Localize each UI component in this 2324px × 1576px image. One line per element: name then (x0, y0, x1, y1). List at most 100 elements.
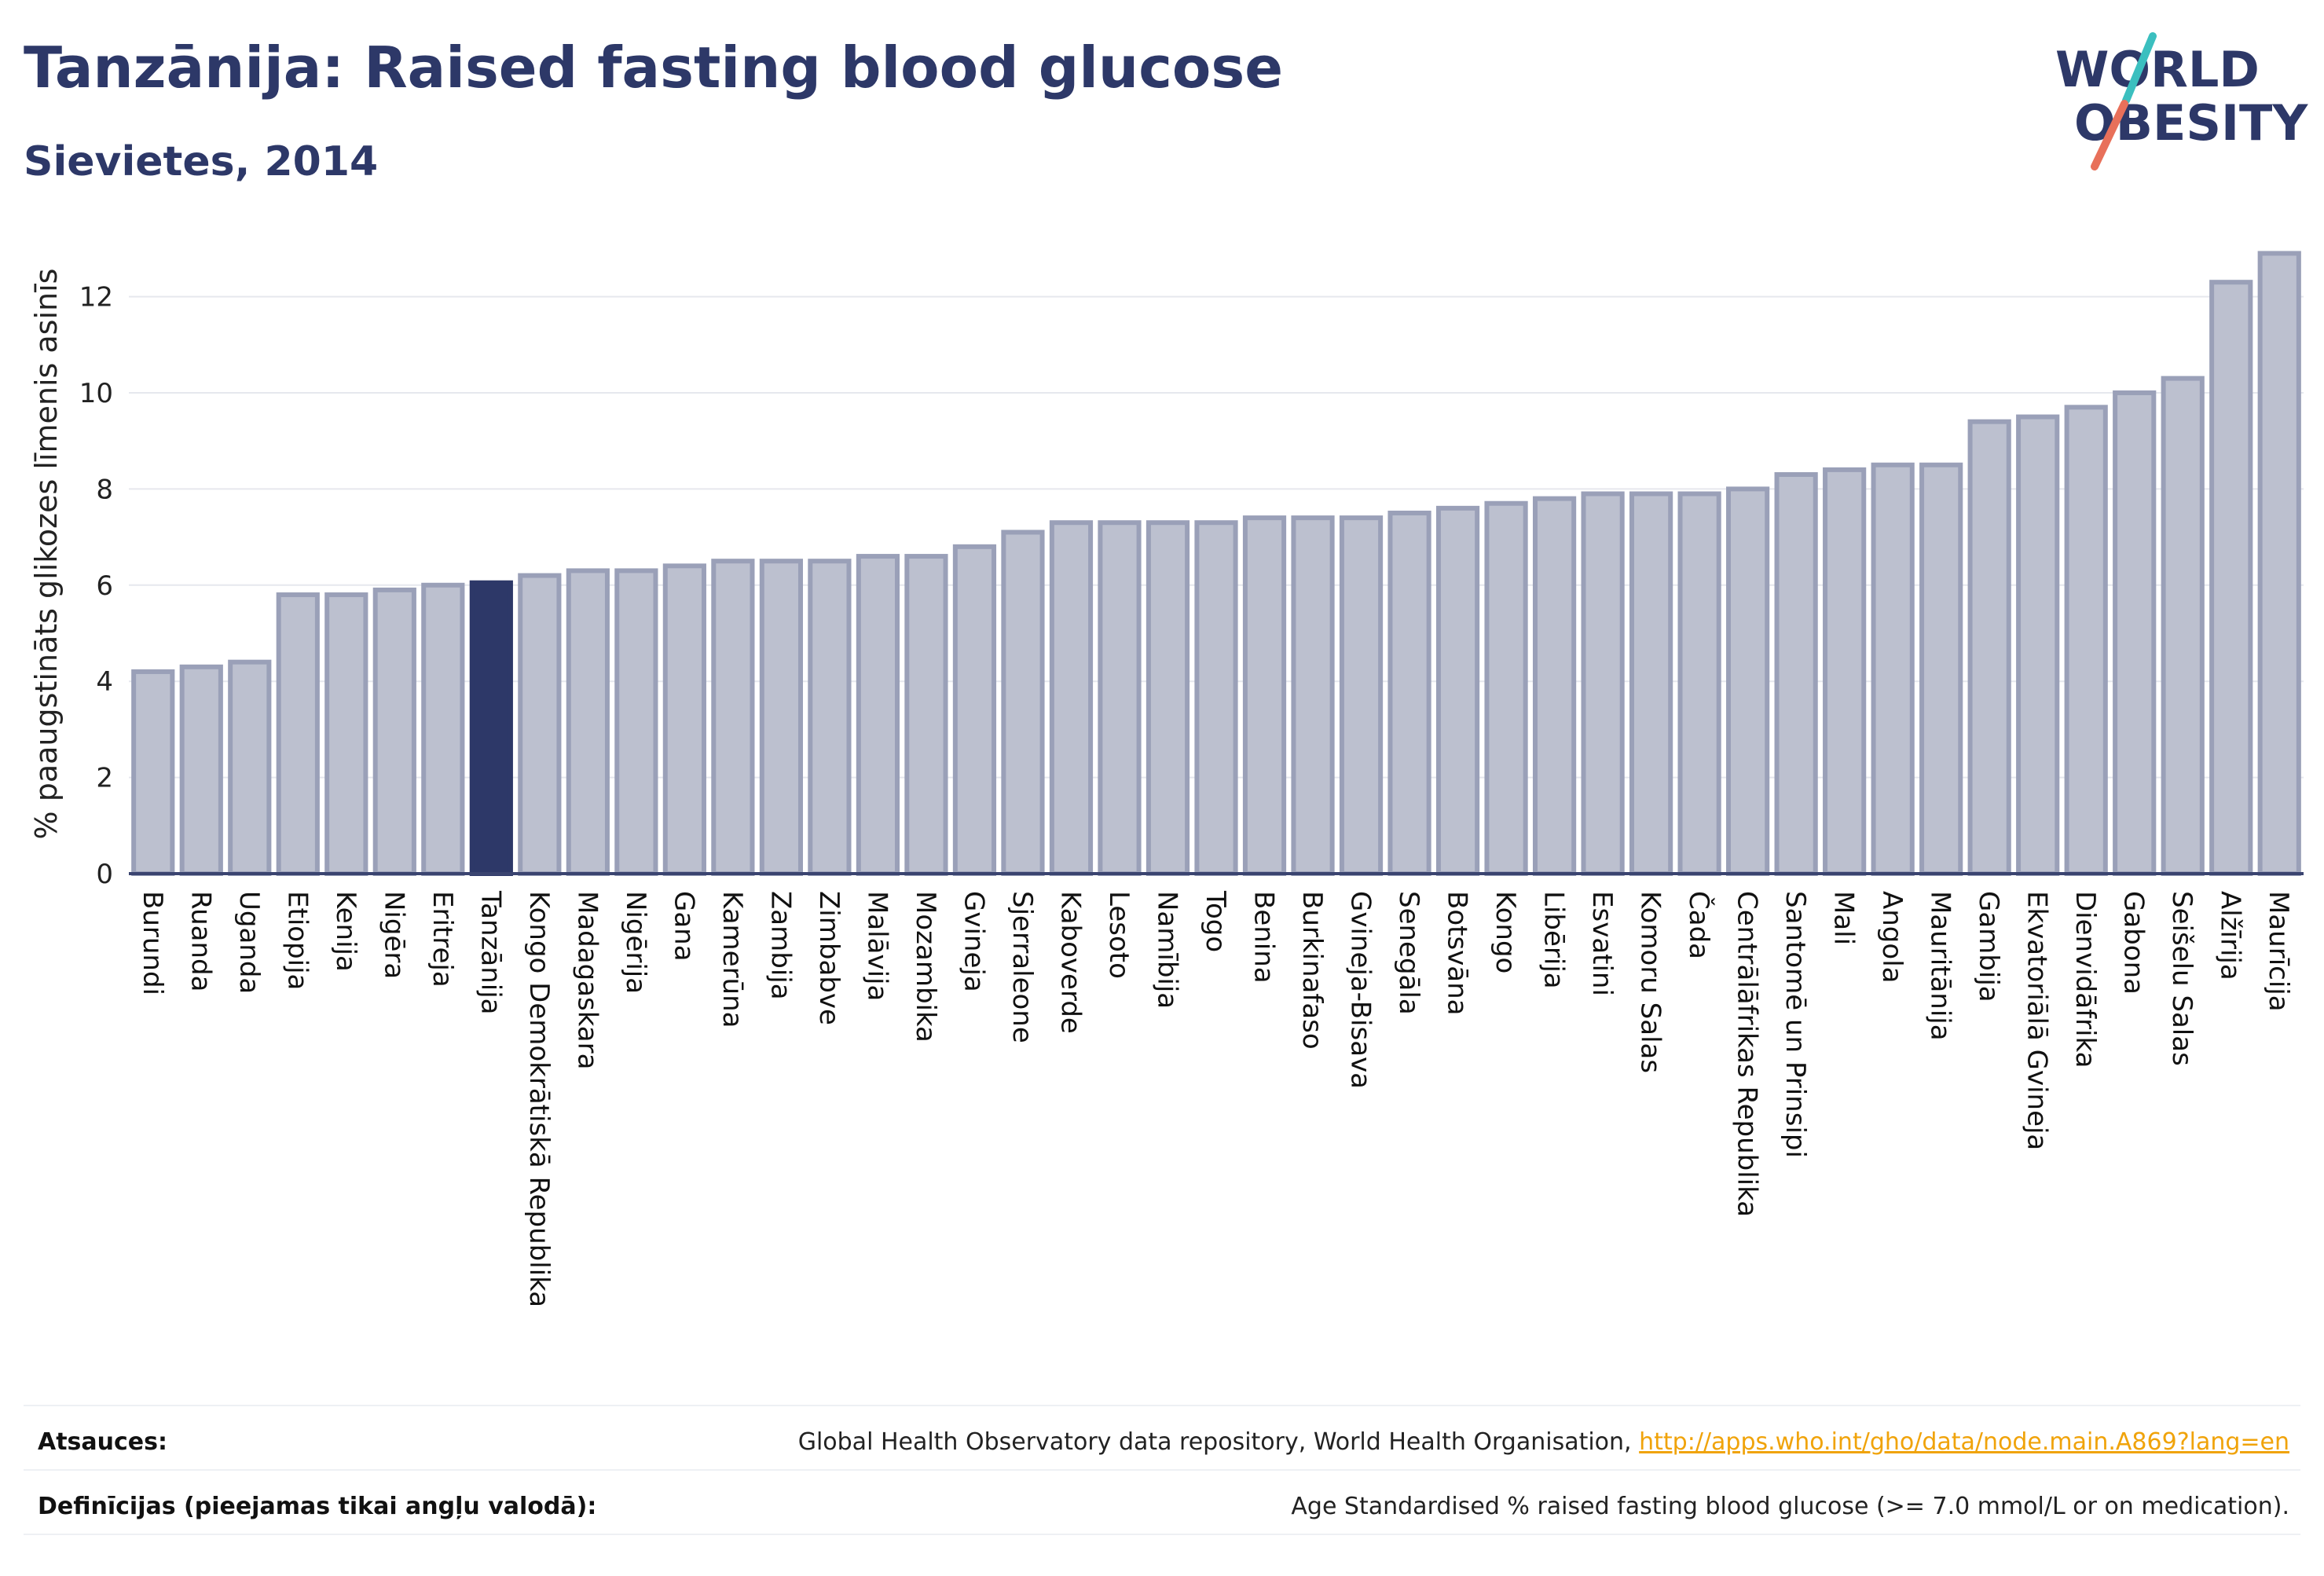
x-tick-label: Botsvāna (1442, 891, 1473, 1016)
x-tick-label: Kongo Demokrātiskā Republika (523, 891, 555, 1307)
x-tick-label: Burundi (137, 891, 168, 995)
y-tick-label: 0 (96, 859, 113, 890)
x-tick-label: Senegāla (1393, 891, 1424, 1015)
bar (1871, 462, 1915, 876)
x-tick-label: Sjerraleone (1006, 891, 1038, 1043)
x-tick-label: Gambija (1973, 891, 2004, 1002)
x-tick-label: Kaboverde (1054, 891, 1086, 1034)
bar (1001, 530, 1045, 876)
bar (1532, 496, 1577, 876)
bar (1146, 520, 1190, 876)
bar (1484, 500, 1528, 876)
sources-description: Global Health Observatory data repositor… (797, 1428, 1632, 1456)
bar (711, 559, 755, 877)
x-tick-label: Alžīrija (2215, 891, 2246, 980)
x-tick-label: Zambija (764, 891, 796, 1000)
sources-label: Atsauces: (38, 1428, 167, 1456)
x-tick-label: Eritreja (427, 891, 458, 988)
definitions-label: Definīcijas (pieejamas tikai angļu valod… (38, 1493, 597, 1520)
x-tick-label: Gana (668, 891, 699, 962)
x-tick-label: Madagaskara (571, 891, 603, 1069)
x-tick-label: Maurīcija (2263, 891, 2294, 1012)
x-tick-label: Etiopija (281, 891, 313, 990)
x-tick-label: Gvineja (958, 891, 989, 992)
footer-divider (24, 1469, 2300, 1471)
x-tick-label: Seišelu Salas (2166, 891, 2198, 1066)
bar (372, 587, 416, 877)
bar (1823, 467, 1867, 876)
bar (952, 544, 997, 876)
logo-slash-bottom (2091, 100, 2128, 170)
y-axis-label: % paaugstināts glikozes līmenis asinīs (29, 269, 64, 840)
x-tick-label: Uganda (233, 891, 265, 994)
bar (1919, 462, 1963, 876)
x-tick-label: Mauritānija (1925, 891, 1956, 1041)
x-tick-label: Kongo (1490, 891, 1521, 973)
y-tick-label: 2 (96, 763, 113, 794)
bar (2064, 405, 2108, 876)
sources-link[interactable]: http://apps.who.int/gho/data/node.main.A… (1639, 1428, 2289, 1456)
world-obesity-logo: WORLD OBESITY (2055, 32, 2308, 170)
bar (759, 559, 804, 877)
bar (2113, 390, 2157, 876)
x-tick-label: Santomē un Prinsipi (1780, 891, 1811, 1158)
sources-text: Global Health Observatory data repositor… (798, 1428, 2289, 1456)
x-tick-label: Kenija (330, 891, 361, 972)
logo-slash-top (2122, 32, 2157, 104)
x-tick-label: Čada (1683, 891, 1715, 959)
y-tick-label: 6 (96, 570, 113, 602)
bar (276, 592, 320, 877)
x-tick-label: Malāvija (861, 891, 893, 1001)
y-tick-label: 12 (79, 282, 113, 313)
bar (324, 592, 368, 877)
bar (1339, 515, 1384, 876)
x-tick-label: Centrālāfrikas Republika (1732, 891, 1763, 1217)
bar (566, 568, 610, 877)
x-tick-label: Angola (1876, 891, 1908, 983)
bar (1581, 491, 1625, 876)
x-tick-label: Ekvatoriālā Gvineja (2022, 891, 2053, 1150)
bar (808, 559, 852, 877)
x-tick-label: Benina (1248, 891, 1280, 984)
bar (1629, 491, 1673, 876)
x-tick-label: Kamerūna (717, 891, 748, 1028)
bar (2016, 414, 2060, 876)
bar (1726, 486, 1770, 876)
bar (518, 573, 562, 877)
bar (2209, 280, 2253, 876)
x-tick-label: Libērija (1538, 891, 1570, 989)
x-tick-label: Zimbabve (813, 891, 845, 1025)
y-tick-label: 10 (79, 378, 113, 409)
x-tick-label: Mali (1828, 891, 1860, 945)
bar (2161, 376, 2205, 876)
bar (1049, 520, 1094, 876)
x-tick-label: Nigērija (620, 891, 651, 994)
bar (469, 580, 513, 876)
x-tick-label: Komoru Salas (1635, 891, 1666, 1073)
x-tick-label: Togo (1200, 890, 1231, 952)
bar (228, 659, 272, 877)
bar (1677, 491, 1721, 876)
bar (904, 554, 948, 877)
x-tick-label: Esvatini (1586, 891, 1618, 996)
logo-line1: WORLD (2055, 41, 2260, 98)
bar (1242, 515, 1287, 876)
bar (614, 568, 658, 877)
x-tick-label: Ruanda (185, 891, 216, 991)
bar (2257, 251, 2301, 876)
chart-subtitle: Sievietes, 2014 (24, 138, 379, 185)
x-tick-label: Gvineja-Bisava (1345, 891, 1376, 1089)
bar (662, 563, 706, 877)
x-tick-label: Gabona (2118, 891, 2150, 995)
bar (1291, 515, 1335, 876)
bar (1098, 520, 1142, 876)
x-tick-label: Mozambika (910, 891, 941, 1043)
bar (856, 554, 900, 877)
x-tick-label: Namībija (1151, 891, 1182, 1009)
bar (1435, 505, 1480, 876)
y-tick-label: 4 (96, 666, 113, 698)
bar (1387, 510, 1431, 876)
bar (1194, 520, 1238, 876)
x-tick-label: Nigēra (378, 891, 409, 979)
x-tick-label: Lesoto (1103, 891, 1135, 979)
